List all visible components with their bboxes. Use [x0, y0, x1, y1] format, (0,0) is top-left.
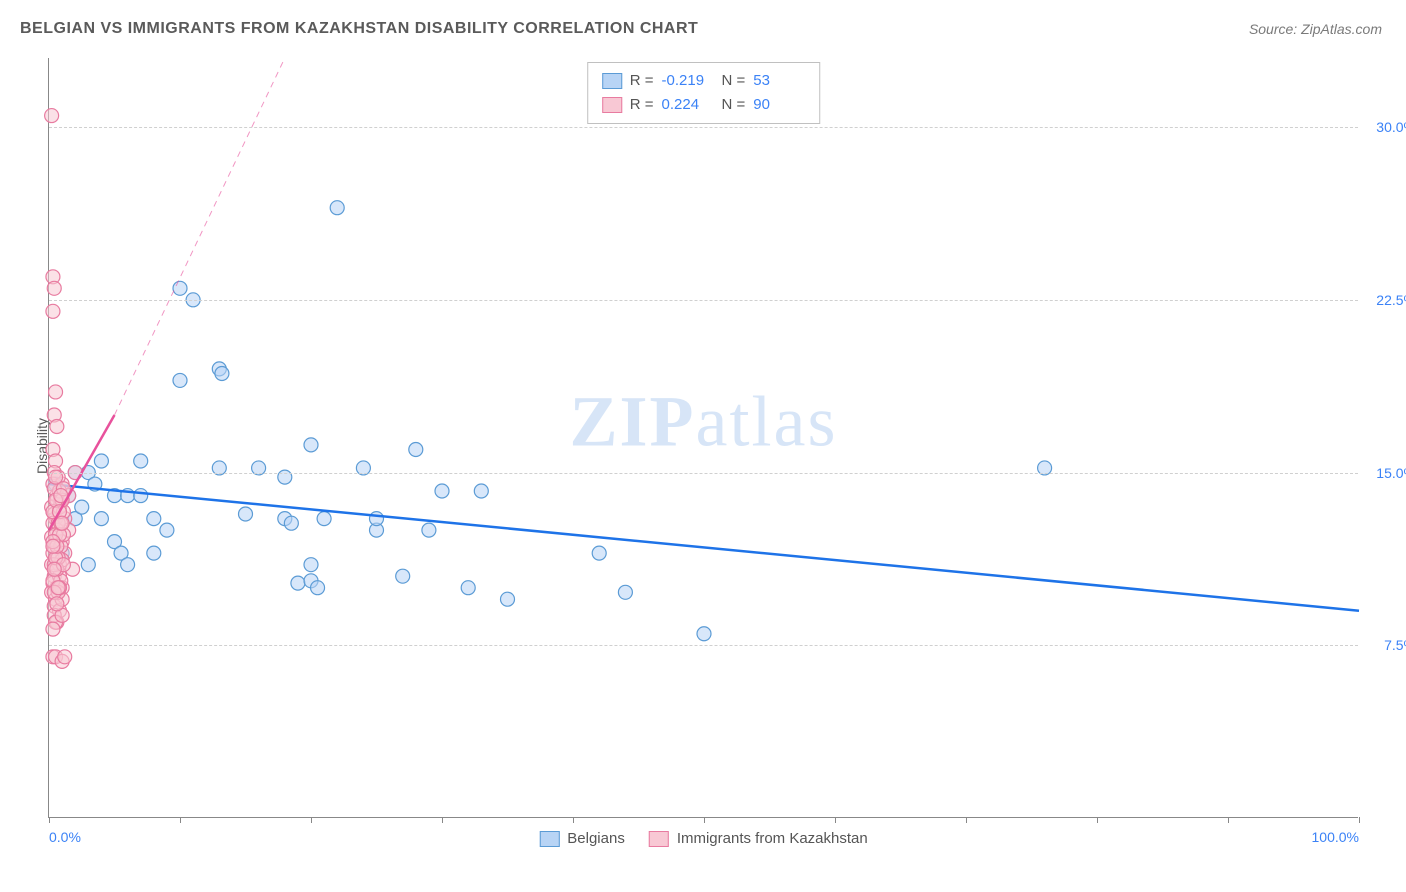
- scatter-point: [215, 367, 229, 381]
- scatter-point: [147, 546, 161, 560]
- y-tick-label: 30.0%: [1376, 119, 1406, 135]
- stats-legend: R = -0.219 N = 53 R = 0.224 N = 90: [587, 62, 821, 124]
- scatter-point: [173, 373, 187, 387]
- x-tick: [180, 817, 181, 823]
- scatter-point: [47, 281, 61, 295]
- scatter-point: [50, 419, 64, 433]
- r-value-belgians: -0.219: [662, 69, 714, 93]
- bottom-legend: Belgians Immigrants from Kazakhstan: [539, 830, 867, 847]
- x-tick: [704, 817, 705, 823]
- scatter-point: [618, 585, 632, 599]
- plot-area: ZIPatlas R = -0.219 N = 53 R = 0.224 N =…: [48, 58, 1358, 818]
- x-tick-label: 0.0%: [49, 829, 81, 845]
- legend-item: Belgians: [539, 830, 625, 847]
- scatter-point: [304, 558, 318, 572]
- r-value-kazakhstan: 0.224: [662, 93, 714, 117]
- scatter-point: [94, 454, 108, 468]
- swatch-belgians: [602, 73, 622, 89]
- scatter-point: [147, 512, 161, 526]
- scatter-point: [58, 650, 72, 664]
- x-tick: [1097, 817, 1098, 823]
- scatter-point: [461, 581, 475, 595]
- x-tick: [311, 817, 312, 823]
- legend-label: Immigrants from Kazakhstan: [677, 830, 868, 847]
- x-tick: [1359, 817, 1360, 823]
- scatter-point: [284, 516, 298, 530]
- scatter-point: [47, 562, 61, 576]
- chart-title: BELGIAN VS IMMIGRANTS FROM KAZAKHSTAN DI…: [20, 20, 698, 38]
- trend-line-dashed: [115, 58, 285, 415]
- x-tick: [966, 817, 967, 823]
- scatter-point: [94, 512, 108, 526]
- scatter-point: [697, 627, 711, 641]
- scatter-point: [422, 523, 436, 537]
- legend-label: Belgians: [567, 830, 625, 847]
- legend-swatch: [539, 831, 559, 847]
- gridline: [49, 473, 1358, 474]
- swatch-kazakhstan: [602, 97, 622, 113]
- scatter-point: [134, 454, 148, 468]
- n-label: N =: [722, 69, 746, 93]
- scatter-point: [239, 507, 253, 521]
- x-tick: [1228, 817, 1229, 823]
- scatter-point: [81, 558, 95, 572]
- scatter-point: [409, 443, 423, 457]
- scatter-point: [474, 484, 488, 498]
- x-tick-label: 100.0%: [1312, 829, 1359, 845]
- r-label: R =: [630, 93, 654, 117]
- scatter-point: [134, 489, 148, 503]
- scatter-point: [121, 558, 135, 572]
- gridline: [49, 645, 1358, 646]
- legend-swatch: [649, 831, 669, 847]
- gridline: [49, 300, 1358, 301]
- scatter-point: [55, 516, 69, 530]
- n-value-kazakhstan: 90: [753, 93, 805, 117]
- source-attribution: Source: ZipAtlas.com: [1249, 21, 1382, 37]
- scatter-point: [311, 581, 325, 595]
- scatter-point: [304, 438, 318, 452]
- scatter-point: [501, 592, 515, 606]
- r-label: R =: [630, 69, 654, 93]
- y-tick-label: 22.5%: [1376, 292, 1406, 308]
- legend-row-belgians: R = -0.219 N = 53: [602, 69, 806, 93]
- y-tick-label: 15.0%: [1376, 465, 1406, 481]
- scatter-point: [75, 500, 89, 514]
- trend-line: [49, 484, 1359, 611]
- legend-item: Immigrants from Kazakhstan: [649, 830, 868, 847]
- plot-svg: [49, 58, 1358, 817]
- scatter-point: [46, 304, 60, 318]
- scatter-point: [49, 385, 63, 399]
- scatter-point: [370, 512, 384, 526]
- n-value-belgians: 53: [753, 69, 805, 93]
- gridline: [49, 127, 1358, 128]
- scatter-point: [50, 597, 64, 611]
- y-tick-label: 7.5%: [1384, 637, 1406, 653]
- scatter-point: [45, 109, 59, 123]
- scatter-point: [435, 484, 449, 498]
- x-tick: [835, 817, 836, 823]
- scatter-point: [51, 581, 65, 595]
- scatter-point: [330, 201, 344, 215]
- scatter-point: [173, 281, 187, 295]
- scatter-point: [291, 576, 305, 590]
- x-tick: [573, 817, 574, 823]
- n-label: N =: [722, 93, 746, 117]
- scatter-point: [160, 523, 174, 537]
- legend-row-kazakhstan: R = 0.224 N = 90: [602, 93, 806, 117]
- scatter-point: [396, 569, 410, 583]
- scatter-point: [46, 622, 60, 636]
- x-tick: [442, 817, 443, 823]
- x-tick: [49, 817, 50, 823]
- scatter-point: [317, 512, 331, 526]
- scatter-point: [46, 539, 60, 553]
- scatter-point: [592, 546, 606, 560]
